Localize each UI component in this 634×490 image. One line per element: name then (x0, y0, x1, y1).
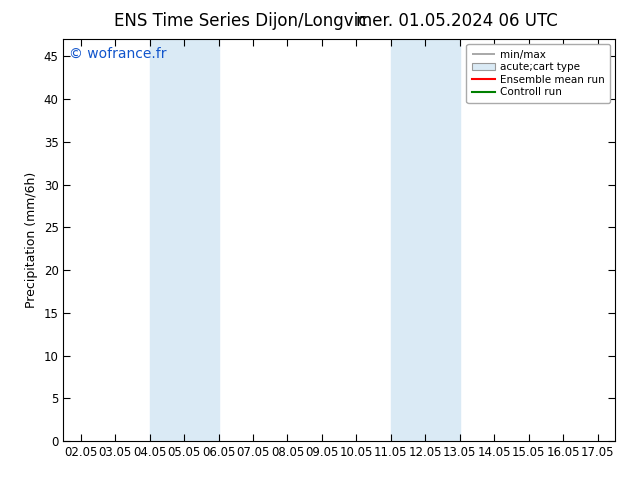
Text: © wofrance.fr: © wofrance.fr (69, 47, 166, 61)
Text: mer. 01.05.2024 06 UTC: mer. 01.05.2024 06 UTC (356, 12, 557, 30)
Bar (150, 39, 219, 441)
Text: ENS Time Series Dijon/Longvic: ENS Time Series Dijon/Longvic (114, 12, 368, 30)
Y-axis label: Precipitation (mm/6h): Precipitation (mm/6h) (25, 172, 38, 308)
Legend: min/max, acute;cart type, Ensemble mean run, Controll run: min/max, acute;cart type, Ensemble mean … (467, 45, 610, 102)
Bar (391, 39, 460, 441)
